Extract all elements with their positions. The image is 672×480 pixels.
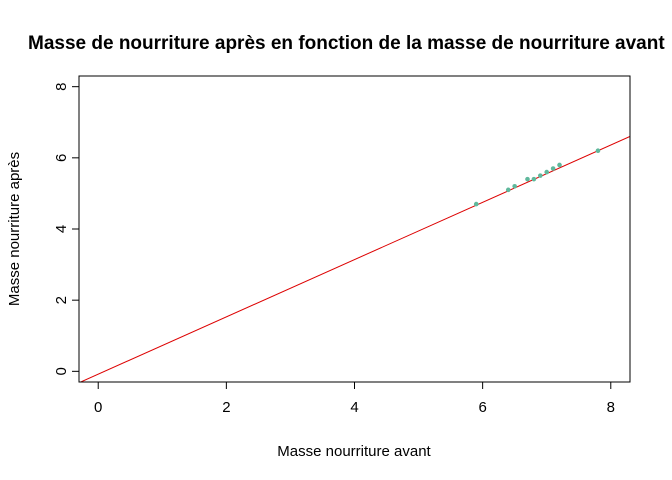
data-point [557,162,562,168]
chart-title: Masse de nourriture après en fonction de… [28,33,665,54]
x-tick-label: 0 [94,399,102,416]
y-tick-label: 6 [53,154,70,162]
y-tick-label: 2 [53,296,70,304]
x-axis-label: Masse nourriture avant [277,443,431,460]
regression-line [79,135,630,382]
y-tick-label: 4 [53,225,70,233]
y-axis: 0 2 4 6 8 [53,83,79,375]
regression-line-layer [79,135,630,382]
y-axis-label: Masse nourriture après [6,152,23,306]
data-point [538,173,543,178]
data-point [550,166,556,171]
x-tick-label: 2 [222,399,230,416]
x-tick-label: 6 [478,399,486,416]
x-tick-label: 8 [607,399,615,416]
y-tick-label: 0 [53,367,70,375]
data-points-layer [473,148,601,207]
y-tick-label: 8 [53,83,70,91]
data-point [525,176,530,182]
data-point [595,148,601,154]
data-point [544,169,550,175]
data-point [512,184,517,189]
data-point [531,176,537,182]
data-point [473,201,479,207]
data-point [505,187,511,193]
x-tick-label: 4 [350,399,358,416]
x-axis: 0 2 4 6 8 [94,382,615,416]
plot-area [79,135,630,382]
plot-frame [78,75,631,383]
